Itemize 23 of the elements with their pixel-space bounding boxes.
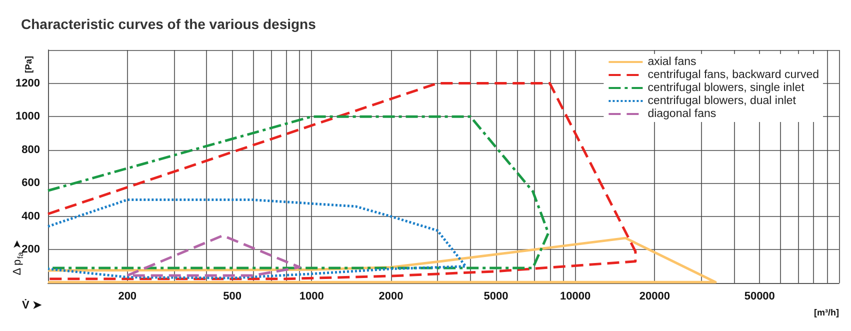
y-tick-label: 800 — [22, 144, 40, 156]
y-tick-label: 400 — [22, 210, 40, 222]
x-tick-label: 200 — [118, 290, 137, 302]
y-tick-label: 600 — [22, 177, 40, 190]
y-tick-label: 200 — [22, 244, 40, 256]
text: [Pa] — [24, 56, 34, 73]
x-tick-label: 10000 — [560, 290, 591, 302]
x-tick-label: 500 — [223, 290, 242, 302]
text: [m³/h] — [814, 308, 840, 318]
legend-label: axial fans — [648, 56, 697, 68]
y-tick-label: 1200 — [16, 77, 40, 90]
y-tick-label: 1000 — [16, 110, 40, 123]
legend-label: centrifugal blowers, single inlet — [648, 82, 806, 94]
x-axis-title: V̇ ➤ — [22, 298, 42, 312]
legend-label: centrifugal fans, backward curved — [648, 69, 820, 81]
legend-label: diagonal fans — [648, 108, 716, 120]
x-tick-label: 50000 — [744, 290, 775, 302]
chart-title: Characteristic curves of the various designs — [21, 16, 316, 32]
x-tick-label: 2000 — [378, 290, 404, 302]
x-tick-label: 1000 — [299, 290, 324, 302]
x-tick-label: 20000 — [639, 290, 670, 302]
legend-label: centrifugal blowers, dual inlet — [648, 95, 797, 107]
x-tick-label: 5000 — [484, 290, 508, 302]
